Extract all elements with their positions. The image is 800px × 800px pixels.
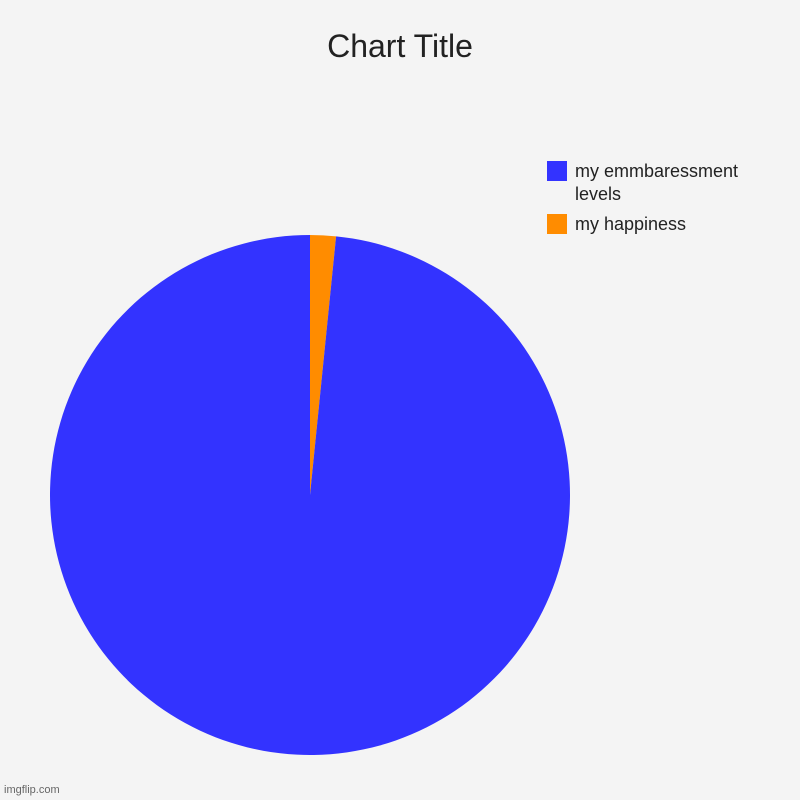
legend-label: my emmbaressment levels [575, 160, 772, 205]
legend: my emmbaressment levels my happiness [547, 160, 772, 244]
pie-chart [50, 235, 570, 760]
legend-swatch [547, 161, 567, 181]
watermark: imgflip.com [4, 784, 60, 796]
legend-label: my happiness [575, 213, 686, 236]
pie-slice [50, 235, 570, 755]
legend-item: my emmbaressment levels [547, 160, 772, 205]
chart-title: Chart Title [0, 0, 800, 65]
legend-item: my happiness [547, 213, 772, 236]
legend-swatch [547, 214, 567, 234]
